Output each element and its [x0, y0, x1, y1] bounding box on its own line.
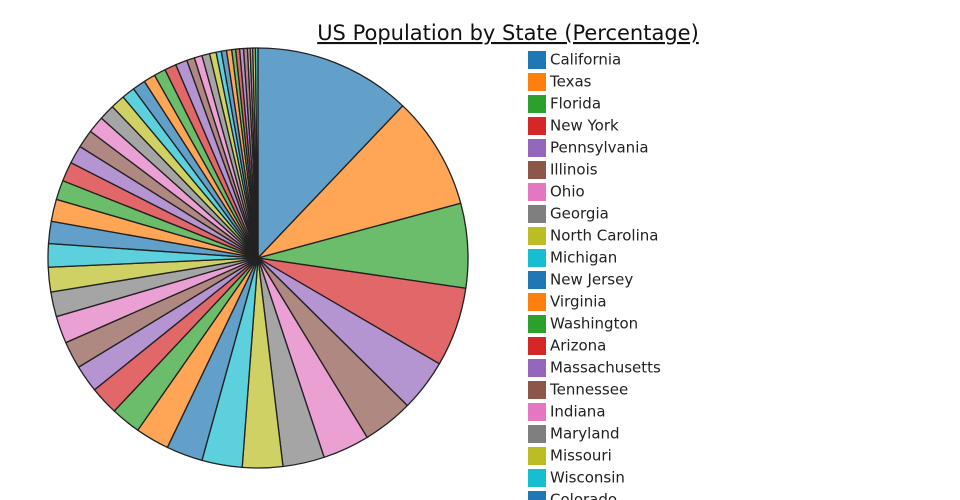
legend-swatch: [528, 469, 546, 487]
legend-label: Tennessee: [549, 381, 628, 399]
legend-swatch: [528, 337, 546, 355]
legend-label: Virginia: [550, 293, 607, 311]
legend-swatch: [528, 183, 546, 201]
legend-swatch: [528, 51, 546, 69]
legend-label: Florida: [550, 95, 601, 113]
legend-swatch: [528, 425, 546, 443]
legend-label: Michigan: [550, 249, 617, 267]
legend-swatch: [528, 139, 546, 157]
legend-label: Illinois: [550, 161, 598, 179]
legend-swatch: [528, 359, 546, 377]
legend-swatch: [528, 249, 546, 267]
legend-label: Maryland: [550, 425, 620, 443]
legend-label: Massachusetts: [550, 359, 661, 377]
legend-swatch: [528, 381, 546, 399]
legend-swatch: [528, 117, 546, 135]
legend-label: Ohio: [550, 183, 585, 201]
legend-label: Washington: [550, 315, 638, 333]
legend-label: North Carolina: [550, 227, 658, 245]
legend-label: Texas: [549, 73, 592, 91]
legend-swatch: [528, 73, 546, 91]
legend-label: New York: [550, 117, 619, 135]
chart-title: US Population by State (Percentage): [317, 21, 699, 45]
legend-swatch: [528, 447, 546, 465]
legend-label: Georgia: [550, 205, 609, 223]
pie-slice: [257, 105, 462, 259]
legend-swatch: [528, 491, 546, 500]
legend-swatch: [528, 403, 546, 421]
legend-swatch: [528, 205, 546, 223]
pie-slice: [257, 47, 404, 259]
legend-label: Missouri: [550, 447, 612, 465]
legend-label: Wisconsin: [550, 469, 625, 487]
legend-label: California: [550, 51, 621, 69]
legend-swatch: [528, 227, 546, 245]
legend-swatch: [528, 95, 546, 113]
legend-label: Colorado: [550, 491, 617, 500]
legend-label: Indiana: [550, 403, 606, 421]
legend-label: New Jersey: [550, 271, 633, 289]
legend-swatch: [528, 271, 546, 289]
legend-swatch: [528, 315, 546, 333]
legend-label: Pennsylvania: [550, 139, 649, 157]
legend-label: Arizona: [550, 337, 606, 355]
legend-swatch: [528, 161, 546, 179]
legend-swatch: [528, 293, 546, 311]
pie-slice: [254, 47, 259, 259]
